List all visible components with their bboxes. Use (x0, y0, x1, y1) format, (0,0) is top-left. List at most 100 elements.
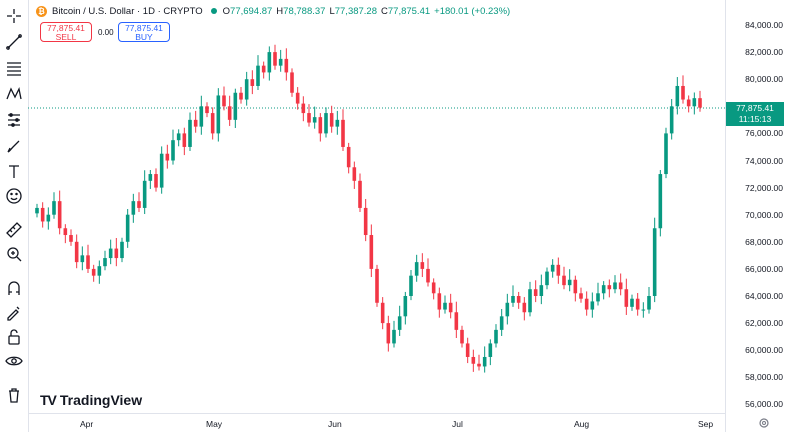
candle (40, 202, 45, 228)
logo-text: TradingView (59, 392, 143, 408)
candle (63, 224, 68, 244)
candle (159, 146, 164, 194)
candle (550, 259, 555, 278)
text-icon[interactable] (3, 161, 25, 183)
symbol-title[interactable]: Bitcoin / U.S. Dollar · 1D · CRYPTO (52, 5, 203, 17)
bar-countdown: 11:15:13 (738, 114, 772, 124)
lock-icon[interactable] (3, 326, 25, 348)
current-price: 77,875.41 (736, 103, 774, 113)
candle (545, 267, 549, 290)
candle (505, 293, 510, 325)
price-axis[interactable]: 84,000.0082,000.0080,000.0078,000.0076,0… (725, 0, 786, 432)
price-axis-label: 70,000.00 (745, 209, 783, 220)
zoom-in-icon[interactable] (3, 243, 25, 265)
candle (346, 142, 351, 174)
brush-icon[interactable] (3, 135, 25, 157)
candle (426, 258, 430, 287)
candle (324, 107, 328, 138)
candle (556, 257, 561, 284)
candle (227, 95, 232, 126)
crosshair-icon[interactable] (3, 5, 25, 27)
candle (114, 238, 119, 267)
price-axis-label: 56,000.00 (745, 399, 783, 410)
candle (216, 88, 221, 142)
candle (573, 275, 578, 302)
candle (652, 217, 657, 303)
candle (590, 292, 595, 318)
candle (698, 90, 702, 112)
gear-icon[interactable] (758, 417, 770, 429)
candle (397, 305, 402, 336)
pattern-icon[interactable] (3, 83, 25, 105)
candle (641, 302, 646, 318)
price-axis-label: 80,000.00 (745, 74, 783, 85)
candle (142, 170, 147, 215)
candlestick-chart[interactable] (28, 0, 725, 413)
sell-price: 77,875.41 (47, 23, 85, 33)
candle (375, 264, 379, 307)
candle (74, 234, 79, 269)
bitcoin-icon: ₿ (36, 5, 47, 17)
candle (358, 173, 362, 212)
candle (97, 260, 102, 284)
candle (301, 96, 306, 122)
candle (312, 106, 317, 129)
candle (618, 273, 623, 296)
candle (647, 287, 651, 314)
candle (244, 71, 249, 106)
candle (511, 285, 515, 307)
candle (692, 92, 697, 115)
candle (392, 320, 396, 348)
candle (420, 253, 425, 278)
ruler-icon[interactable] (3, 219, 25, 241)
price-axis-label: 64,000.00 (745, 291, 783, 301)
candle (205, 102, 209, 118)
emoji-icon[interactable] (3, 185, 25, 207)
fib-retracement-icon[interactable] (3, 57, 25, 79)
trend-line-icon[interactable] (3, 31, 25, 53)
buy-label: BUY (135, 32, 153, 42)
candle (199, 95, 204, 135)
candle (539, 274, 544, 305)
candle (454, 301, 459, 339)
candle (437, 287, 442, 318)
magnet-icon[interactable] (3, 277, 25, 299)
candle (108, 239, 113, 265)
candle (103, 250, 107, 271)
lock-drawing-icon[interactable] (3, 301, 25, 323)
buy-price: 77,875.41 (125, 23, 163, 33)
candle (681, 75, 685, 104)
candle (465, 337, 470, 364)
drawing-toolbar (0, 0, 29, 432)
eye-icon[interactable] (3, 350, 25, 372)
candle (341, 109, 345, 152)
candle (182, 127, 187, 156)
time-axis[interactable]: Apr May Jun Jul Aug Sep (28, 413, 725, 433)
candle (658, 169, 663, 237)
time-axis-label: Jun (328, 419, 342, 429)
candle (431, 278, 436, 300)
buy-button[interactable]: 77,875.41 BUY (118, 22, 170, 42)
time-axis-label: Sep (698, 419, 714, 429)
candle (596, 282, 600, 306)
candle (46, 207, 51, 230)
candle (369, 224, 374, 278)
market-status-icon (210, 8, 217, 14)
price-axis-label: 74,000.00 (745, 155, 783, 166)
tradingview-logo[interactable]: TV TradingView (40, 392, 142, 408)
candle (278, 49, 283, 72)
price-axis-label: 62,000.00 (745, 318, 783, 329)
low-value: 77,387.28 (334, 5, 377, 17)
price-axis-label: 58,000.00 (745, 372, 783, 383)
candle (35, 203, 39, 218)
price-axis-label: 66,000.00 (745, 263, 783, 274)
candle (120, 237, 124, 263)
forecast-icon[interactable] (3, 109, 25, 131)
candle (613, 275, 617, 294)
candle (131, 193, 136, 223)
candle (69, 229, 73, 246)
candle (528, 281, 532, 317)
sell-button[interactable]: 77,875.41 SELL (40, 22, 92, 42)
trash-icon[interactable] (3, 384, 25, 406)
candle (579, 287, 583, 303)
